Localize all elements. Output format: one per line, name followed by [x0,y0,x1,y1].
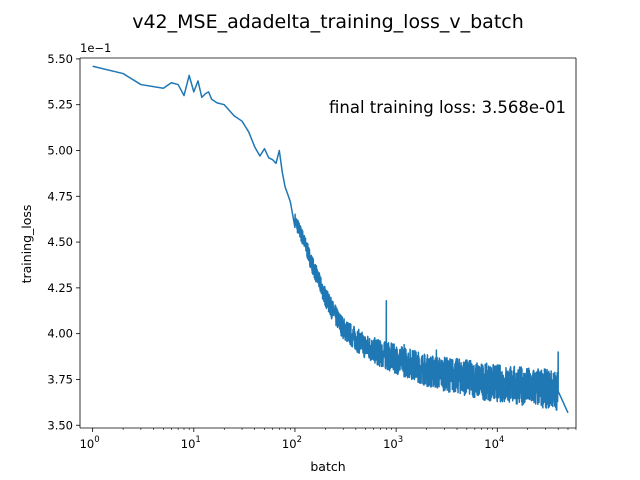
y-tick-label: 4.50 [47,235,73,249]
y-tick-label: 4.75 [47,189,73,203]
x-tick-label: 100 [80,435,100,451]
x-tick-label: 102 [282,435,302,451]
y-offset-label: 1e−1 [80,41,111,55]
x-tick-label: 101 [181,435,201,451]
y-tick-label: 4.25 [47,281,73,295]
x-tick-label: 104 [484,435,504,451]
x-tick-label: 103 [383,435,403,451]
plot-area: 100 101 102 103 104 3.50 3.75 4.00 4.25 4.50 4.75 5… [47,52,577,451]
y-tick-label: 3.75 [47,372,73,386]
y-tick-label: 5.00 [47,144,73,158]
chart-title: v42_MSE_adadelta_training_loss_v_batch [132,11,524,33]
y-tick-label: 4.00 [47,327,73,341]
y-tick-label: 5.50 [47,52,73,66]
series-line [92,65,569,414]
x-axis-label: batch [310,459,345,474]
y-tick-label: 3.50 [47,418,73,432]
final-loss-annotation: final training loss: 3.568e-01 [329,98,566,117]
y-tick-label: 5.25 [47,98,73,112]
y-axis-label: training_loss [19,205,34,284]
